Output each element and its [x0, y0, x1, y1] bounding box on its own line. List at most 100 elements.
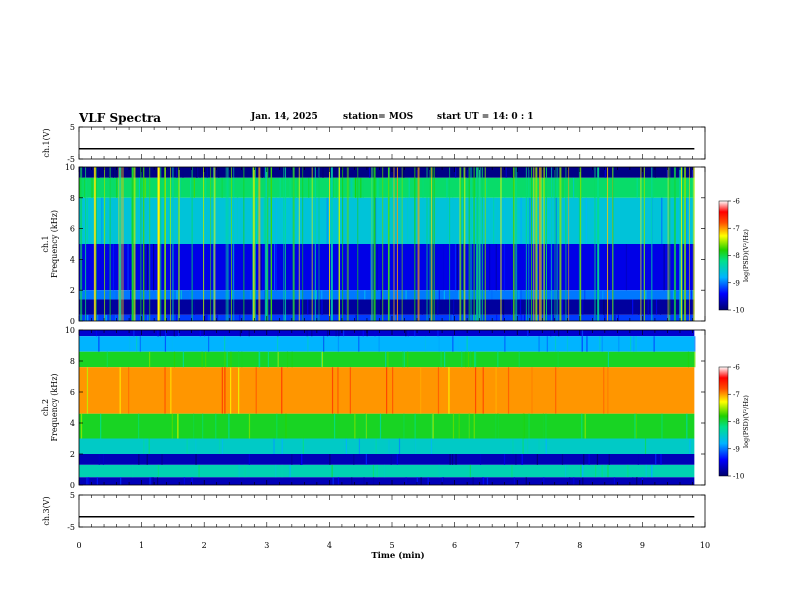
texture-col: [87, 314, 89, 321]
sferic-line: [429, 167, 431, 321]
texture-col: [421, 299, 423, 315]
texture-col: [244, 464, 246, 478]
y-tick-label: 10: [65, 326, 75, 335]
sferic-line: [170, 167, 172, 321]
texture-col: [503, 244, 506, 291]
texture-col: [228, 413, 230, 439]
texture-col: [164, 367, 166, 414]
sferic-line: [371, 167, 373, 321]
texture-col: [452, 197, 454, 244]
texture-col: [378, 336, 380, 352]
texture-col: [583, 454, 585, 465]
y-tick-label: -5: [67, 523, 75, 532]
texture-col: [655, 454, 657, 465]
sferic-line: [500, 167, 502, 321]
sferic-line: [688, 167, 690, 321]
colorbar-gradient: [718, 200, 729, 311]
texture-col: [465, 351, 467, 368]
texture-col: [690, 290, 693, 300]
texture-col: [504, 197, 506, 244]
texture-col: [564, 464, 567, 478]
colorbar-tick-label: -8: [733, 418, 740, 426]
texture-col: [458, 177, 461, 198]
texture-col: [260, 244, 262, 291]
texture-col: [512, 438, 514, 454]
texture-col: [380, 290, 382, 300]
texture-col: [408, 177, 410, 198]
sferic-line: [346, 167, 349, 321]
texture-col: [91, 177, 93, 198]
texture-col: [156, 290, 158, 300]
texture-col: [474, 367, 477, 414]
texture-col: [472, 314, 475, 321]
texture-col: [143, 244, 145, 291]
texture-col: [128, 367, 130, 414]
texture-col: [276, 336, 279, 352]
texture-col: [561, 454, 564, 465]
sferic-line: [264, 167, 266, 321]
texture-col: [221, 177, 223, 198]
texture-col: [236, 177, 239, 198]
texture-col: [153, 244, 155, 291]
texture-col: [229, 290, 232, 300]
texture-col: [218, 167, 220, 178]
colorbar-tick-label: -7: [733, 225, 740, 233]
texture-col: [573, 477, 575, 485]
texture-col: [645, 290, 647, 300]
texture-col: [637, 454, 639, 465]
texture-col: [495, 413, 497, 439]
x-tick-label: 8: [577, 541, 582, 550]
sferic-line: [270, 167, 272, 321]
texture-col: [130, 290, 132, 300]
texture-col: [567, 299, 569, 315]
texture-col: [531, 367, 533, 414]
sferic-line: [314, 167, 316, 321]
sferic-line: [401, 167, 403, 321]
texture-col: [585, 197, 587, 244]
sferic-line: [213, 167, 215, 321]
texture-col: [661, 197, 663, 244]
colorbar-ch1: -6 -7 -8 -9 -10 log(PSD)(V²/Hz): [718, 198, 750, 315]
texture-col: [221, 438, 224, 454]
texture-col: [129, 314, 132, 321]
texture-col: [286, 351, 289, 368]
sferic-line: [565, 167, 567, 321]
texture-col: [446, 177, 448, 198]
sferics: [80, 167, 695, 321]
spectrogram-band-6: [79, 299, 695, 315]
texture-col: [178, 330, 180, 337]
texture-col: [555, 367, 557, 414]
texture-col: [321, 351, 323, 368]
texture-col: [198, 464, 200, 478]
texture-col: [582, 477, 584, 485]
texture-col: [452, 336, 454, 352]
texture-col: [139, 336, 141, 352]
texture-col: [119, 367, 121, 414]
texture-col: [300, 454, 302, 465]
texture-col: [511, 167, 514, 178]
texture-col: [577, 177, 580, 198]
y-tick-label: -5: [67, 155, 75, 164]
texture-col: [452, 413, 455, 439]
sferic-line: [556, 167, 558, 321]
texture-col: [151, 477, 153, 485]
colorbar-tick-label: -9: [733, 445, 740, 453]
texture-col: [300, 290, 302, 300]
texture-col: [472, 197, 475, 244]
texture-col: [337, 336, 340, 352]
sferic-line: [476, 167, 479, 321]
texture-col: [273, 244, 276, 291]
texture-col: [380, 299, 382, 315]
sferic-line: [426, 167, 428, 321]
texture-col: [297, 177, 299, 198]
sferic-line: [431, 167, 433, 321]
texture-col: [175, 314, 178, 321]
texture-col: [431, 413, 433, 439]
texture-col: [493, 197, 495, 244]
texture-col: [239, 314, 241, 321]
texture-col: [455, 167, 457, 178]
sferic-line: [191, 167, 193, 321]
date-label: Jan. 14, 2025: [251, 112, 318, 122]
sferic-line: [140, 167, 142, 321]
texture-col: [609, 314, 611, 321]
